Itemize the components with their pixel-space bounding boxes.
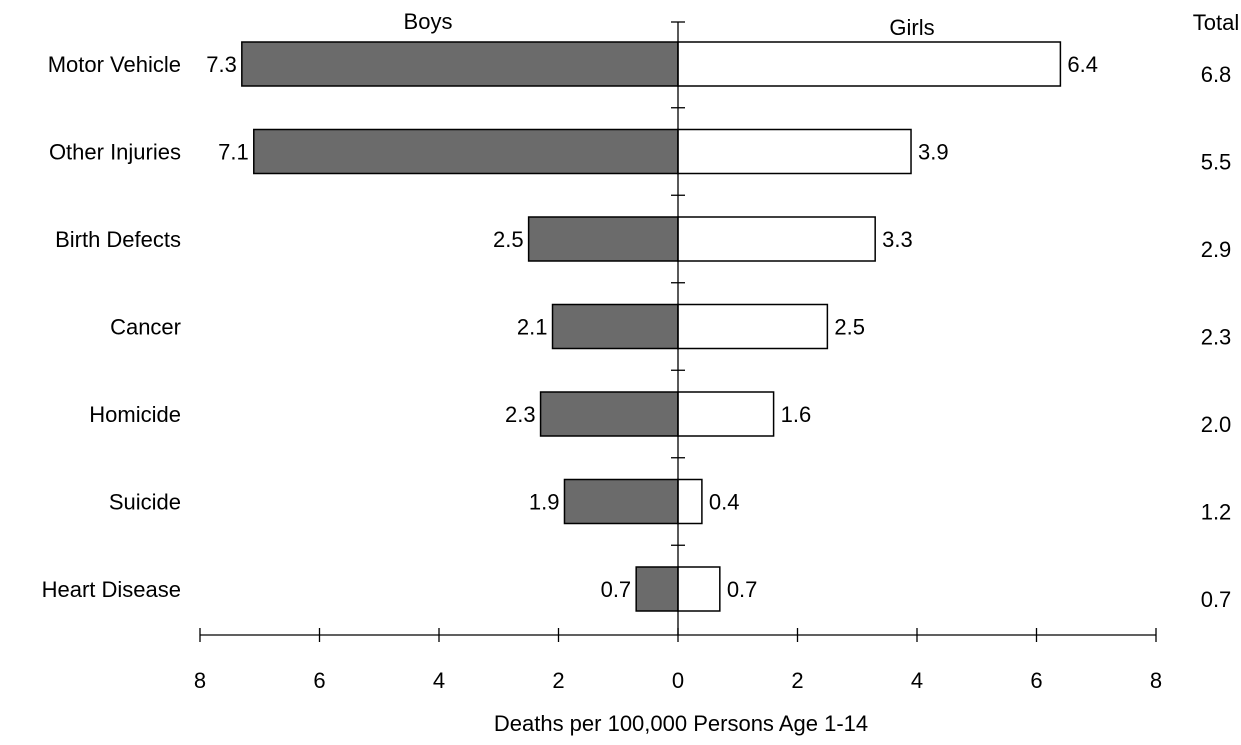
bar-girls-homicide [677,391,775,437]
bar-girls-motor-vehicle [677,41,1062,87]
bar-boys-suicide [563,478,679,525]
value-label-girls-cancer: 2.5 [834,315,865,340]
bar-girls-other-injuries [677,128,912,175]
girls-header: Girls [889,15,934,40]
total-header: Total [1193,10,1239,35]
total-value-birth-defects: 2.9 [1201,237,1232,262]
value-label-girls-birth-defects: 3.3 [882,227,913,252]
total-value-motor-vehicle: 6.8 [1201,62,1232,87]
bar-girls-birth-defects [677,216,876,262]
value-label-boys-cancer: 2.1 [517,315,548,340]
x-tick-label: 4 [433,668,445,693]
bar-boys-other-injuries [253,128,679,175]
category-label-motor-vehicle: Motor Vehicle [48,52,181,77]
value-label-boys-heart-disease: 0.7 [601,577,632,602]
value-label-boys-other-injuries: 7.1 [218,140,249,165]
category-label-heart-disease: Heart Disease [42,577,181,602]
bar-girls-heart-disease [677,566,721,612]
bar-boys-motor-vehicle [241,41,679,87]
x-tick-label: 4 [911,668,923,693]
value-label-girls-suicide: 0.4 [709,490,740,515]
category-label-cancer: Cancer [110,315,181,340]
total-value-suicide: 1.2 [1201,500,1232,525]
category-label-homicide: Homicide [89,402,181,427]
x-tick-label: 8 [1150,668,1162,693]
x-tick-label: 0 [672,668,684,693]
bar-boys-homicide [539,391,679,437]
bar-boys-heart-disease [635,566,679,612]
value-label-girls-other-injuries: 3.9 [918,140,949,165]
x-axis-title: Deaths per 100,000 Persons Age 1-14 [494,711,868,736]
x-tick-label: 2 [791,668,803,693]
value-label-girls-homicide: 1.6 [781,402,812,427]
value-label-boys-birth-defects: 2.5 [493,227,524,252]
category-label-other-injuries: Other Injuries [49,140,181,165]
bar-girls-suicide [677,478,703,525]
value-label-girls-motor-vehicle: 6.4 [1067,52,1098,77]
total-value-homicide: 2.0 [1201,412,1232,437]
value-label-boys-suicide: 1.9 [529,490,560,515]
value-label-boys-motor-vehicle: 7.3 [206,52,237,77]
value-label-boys-homicide: 2.3 [505,402,536,427]
category-label-birth-defects: Birth Defects [55,227,181,252]
total-value-heart-disease: 0.7 [1201,587,1232,612]
bar-boys-cancer [551,303,679,350]
x-tick-label: 6 [1030,668,1042,693]
x-tick-label: 2 [552,668,564,693]
category-label-suicide: Suicide [109,490,181,515]
bar-boys-birth-defects [527,216,679,262]
total-value-other-injuries: 5.5 [1201,150,1232,175]
x-tick-label: 6 [313,668,325,693]
bar-girls-cancer [677,303,829,350]
boys-header: Boys [404,9,453,34]
x-tick-label: 8 [194,668,206,693]
value-label-girls-heart-disease: 0.7 [727,577,758,602]
x-axis: 8 6 4 2 0 2 4 6 8 [194,21,1162,693]
bars-group: Motor Vehicle 7.3 6.4 6.8 Other Injuries 7.1 3… [42,41,1232,612]
total-value-cancer: 2.3 [1201,325,1232,350]
